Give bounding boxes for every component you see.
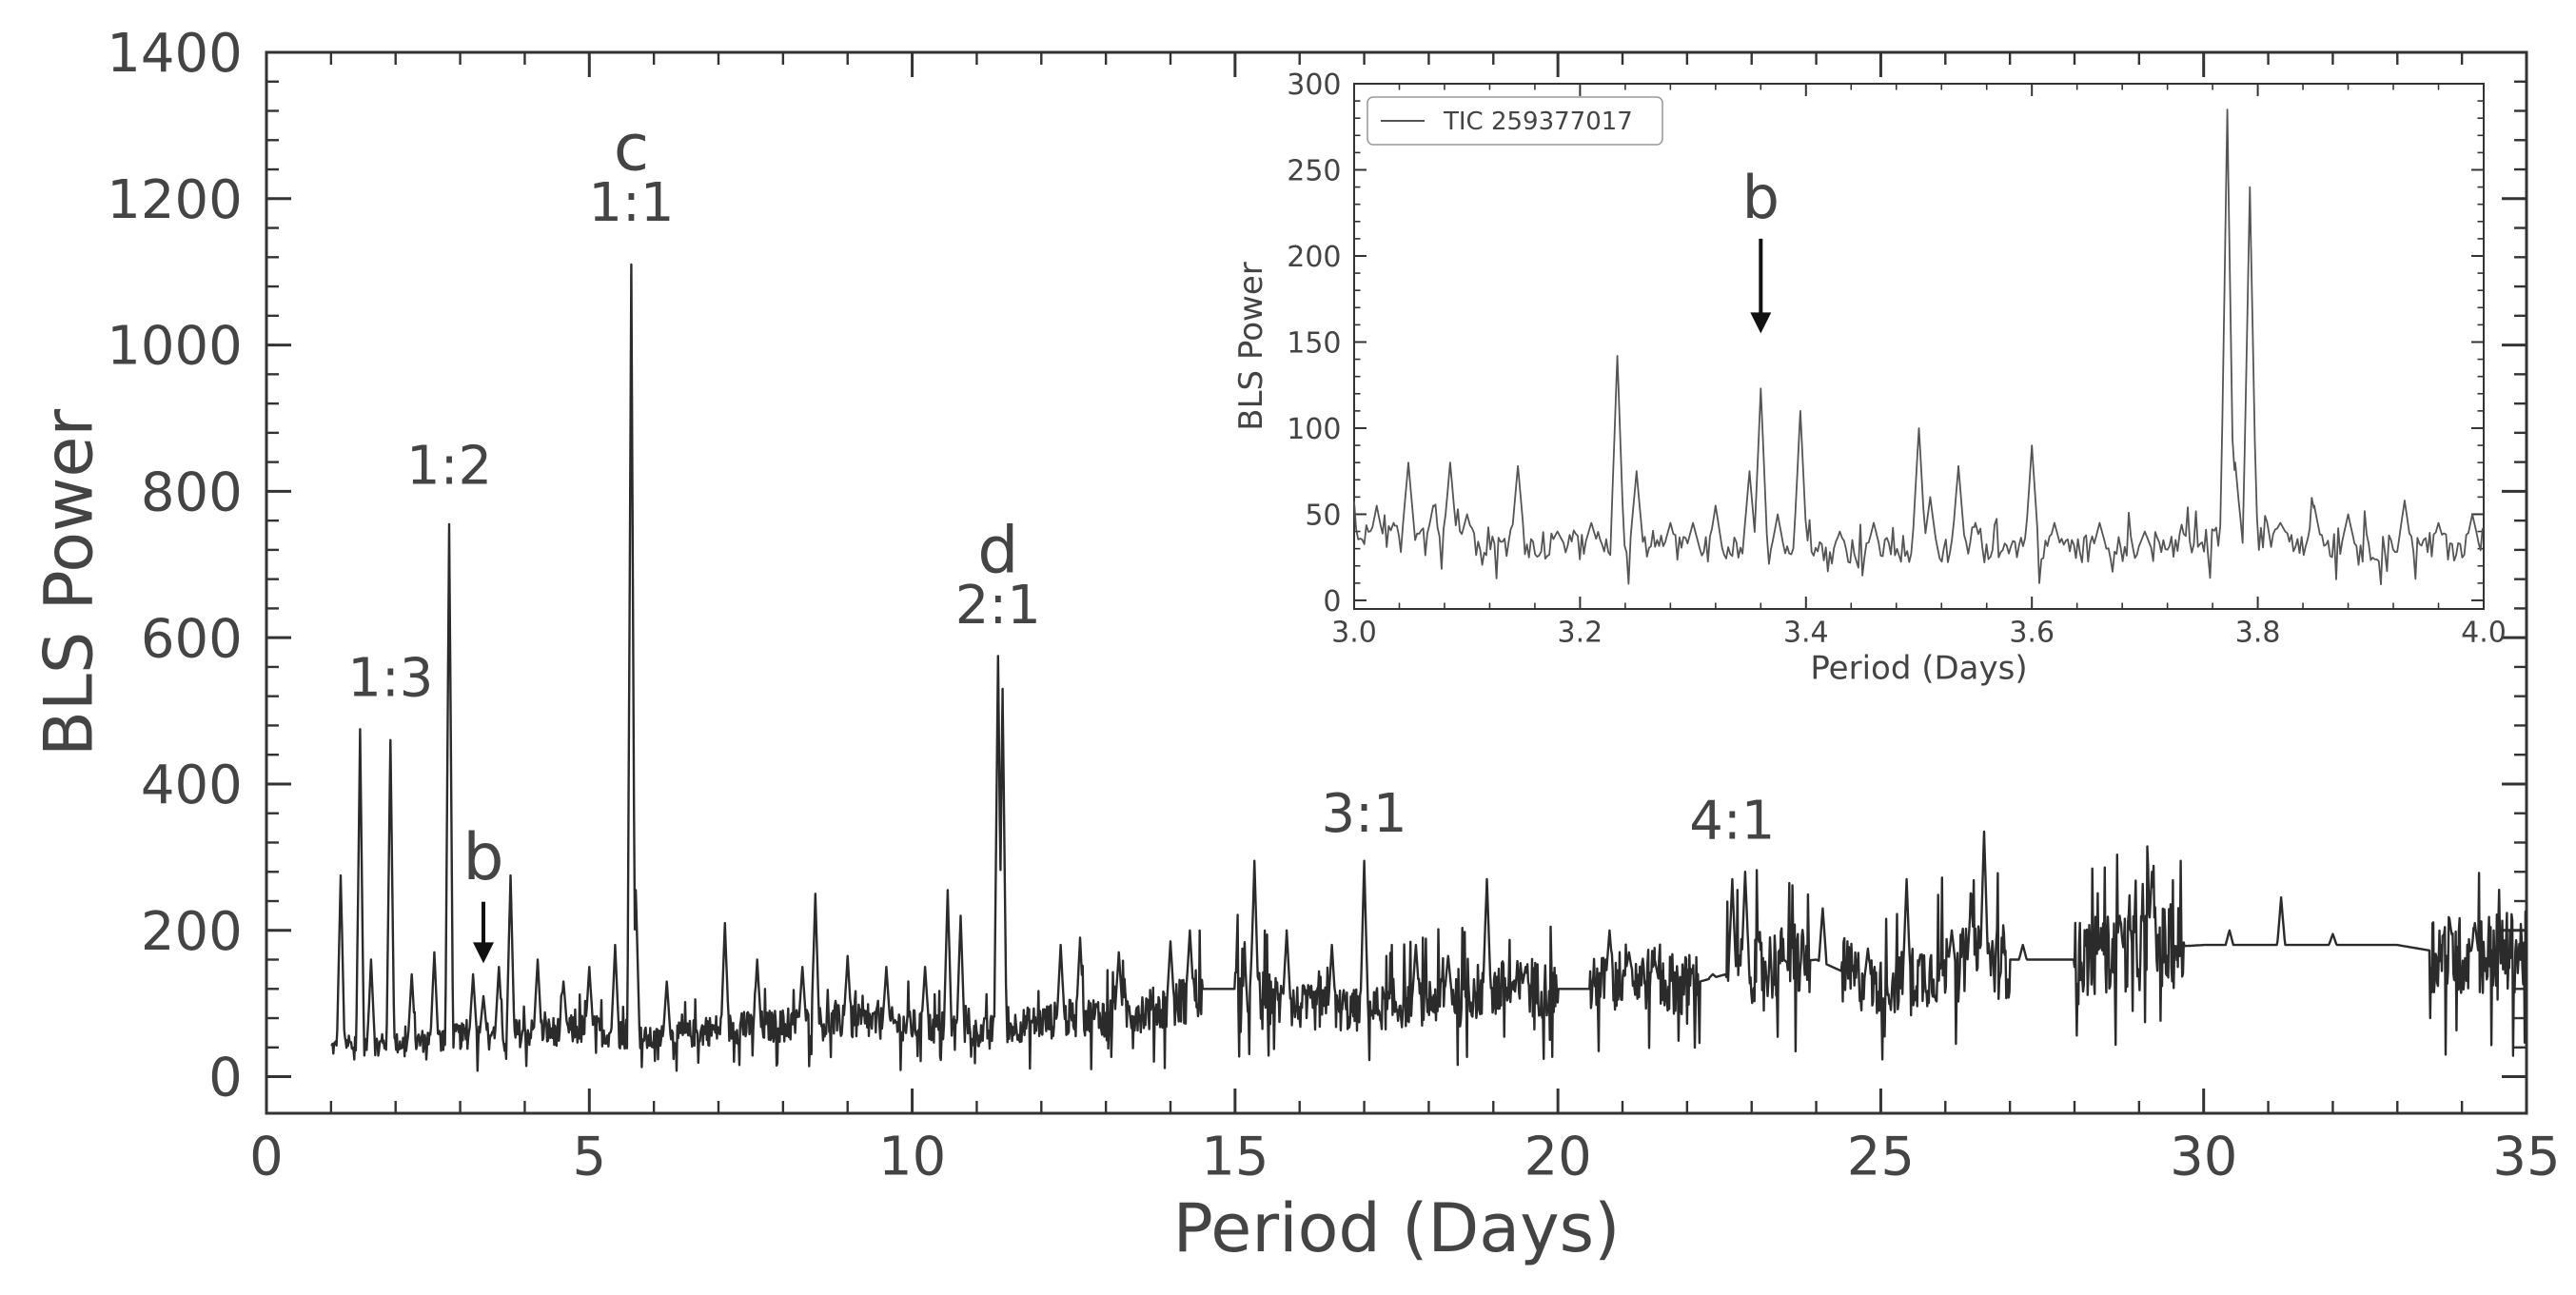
inset-x-tick-label: 3.8: [2235, 617, 2281, 650]
main-y-tick-label: 600: [141, 608, 243, 670]
inset-x-tick-label: 3.0: [1331, 617, 1377, 650]
inset-y-tick-label: 0: [1323, 585, 1341, 618]
inset-y-tick-label: 50: [1305, 499, 1341, 532]
main-y-tick-label: 200: [141, 901, 243, 963]
inset-legend-box: [1367, 96, 1663, 146]
inset-y-tick-label: 100: [1287, 413, 1341, 446]
main-annotation-1-1: 1:1: [588, 172, 674, 234]
inset-x-tick-label: 3.6: [2009, 617, 2055, 650]
main-y-tick-label: 0: [208, 1048, 243, 1109]
inset-y-tick-label: 200: [1287, 241, 1341, 274]
main-annotation-2-1: 2:1: [955, 575, 1041, 637]
inset-plot-frame: [1353, 83, 2485, 610]
main-annotation-d: d: [977, 514, 1018, 589]
inset-legend-label: TIC 259377017: [1443, 108, 1633, 136]
inset-y-tick-label: 250: [1287, 154, 1341, 187]
inset-y-tick-label: 300: [1287, 69, 1341, 102]
main-series-line-0: [330, 263, 2527, 1072]
main-x-tick-label: 5: [572, 1126, 606, 1187]
main-x-tick-label: 15: [1201, 1126, 1268, 1187]
main-x-axis-label: Period (Days): [1173, 1189, 1621, 1267]
main-annotation-b: b: [462, 820, 503, 895]
inset-y-tick-label: 150: [1287, 326, 1341, 360]
main-x-tick-label: 20: [1524, 1126, 1592, 1187]
main-x-tick-label: 0: [249, 1126, 284, 1187]
main-annotation-c: c: [614, 111, 649, 186]
inset-chart: 3.0 3.2 3.4 3.6 3.8 4.0 0 50 100 150 200 250 300 Peri…: [1232, 69, 2507, 688]
main-y-tick-label: 400: [141, 755, 243, 816]
inset-x-axis-label: Period (Days): [1810, 650, 2027, 688]
inset-x-tick-label: 4.0: [2461, 617, 2507, 650]
inset-annotation-b: b: [1742, 163, 1780, 232]
main-annotation-1-2: 1:2: [406, 436, 492, 498]
main-y-tick-label: 1200: [107, 169, 243, 231]
main-y-tick-label: 800: [141, 462, 243, 524]
main-y-tick-label: 1400: [107, 23, 243, 85]
inset-x-tick-label: 3.4: [1783, 617, 1829, 650]
inset-x-tick-label: 3.2: [1558, 617, 1603, 650]
main-x-tick-label: 35: [2492, 1126, 2560, 1187]
main-annotation-3-1: 3:1: [1322, 783, 1407, 845]
inset-annotation-arrowhead: [1750, 312, 1772, 334]
inset-series-line-0: [1353, 108, 2484, 586]
main-y-axis-label: BLS Power: [30, 409, 108, 757]
main-x-tick-label: 25: [1847, 1126, 1915, 1187]
main-x-tick-label: 30: [2170, 1126, 2237, 1187]
main-annotation-1-3: 1:3: [347, 648, 433, 710]
main-annotation-4-1: 4:1: [1689, 791, 1775, 853]
main-annotation-arrowhead: [473, 942, 494, 964]
main-y-tick-label: 1000: [107, 316, 243, 378]
inset-y-axis-label: BLS Power: [1232, 262, 1270, 430]
main-x-tick-label: 10: [878, 1126, 946, 1187]
